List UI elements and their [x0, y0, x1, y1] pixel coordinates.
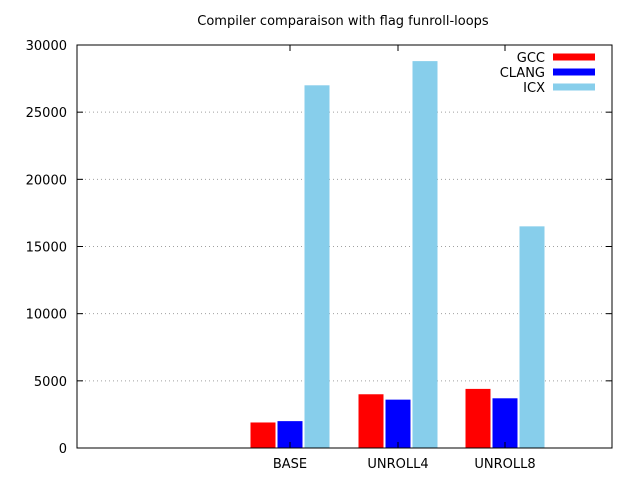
- bar-icx-unroll4: [412, 61, 438, 449]
- bar-gcc-base: [250, 422, 276, 448]
- bar-icx-base: [304, 85, 330, 449]
- legend-swatch: [553, 68, 595, 76]
- chart-title: Compiler comparaison with flag funroll-l…: [197, 14, 489, 29]
- y-tick-label: 10000: [26, 308, 67, 323]
- bar-clang-unroll8: [492, 398, 518, 448]
- bar-gcc-unroll8: [465, 388, 491, 448]
- legend-swatch: [553, 83, 595, 91]
- y-tick-label: 5000: [34, 375, 67, 390]
- x-tick-label: UNROLL8: [474, 457, 535, 472]
- y-tick-label: 25000: [26, 106, 67, 121]
- legend-label: ICX: [523, 81, 545, 96]
- y-tick-label: 0: [59, 442, 67, 457]
- legend-label: CLANG: [500, 66, 545, 81]
- y-tick-label: 20000: [26, 173, 67, 188]
- bar-gcc-unroll4: [358, 394, 384, 448]
- x-tick-label: BASE: [273, 457, 307, 472]
- legend-label: GCC: [517, 51, 545, 66]
- bar-clang-unroll4: [385, 399, 411, 448]
- y-tick-label: 15000: [26, 241, 67, 256]
- bar-icx-unroll8: [519, 226, 545, 448]
- legend-swatch: [553, 53, 595, 61]
- y-tick-label: 30000: [26, 39, 67, 54]
- x-axis: BASE UNROLL4 UNROLL8: [273, 45, 536, 472]
- bars: [250, 61, 545, 449]
- x-tick-label: UNROLL4: [367, 457, 428, 472]
- y-axis: 0 5000 10000 15000 20000 25000 30000: [26, 39, 612, 457]
